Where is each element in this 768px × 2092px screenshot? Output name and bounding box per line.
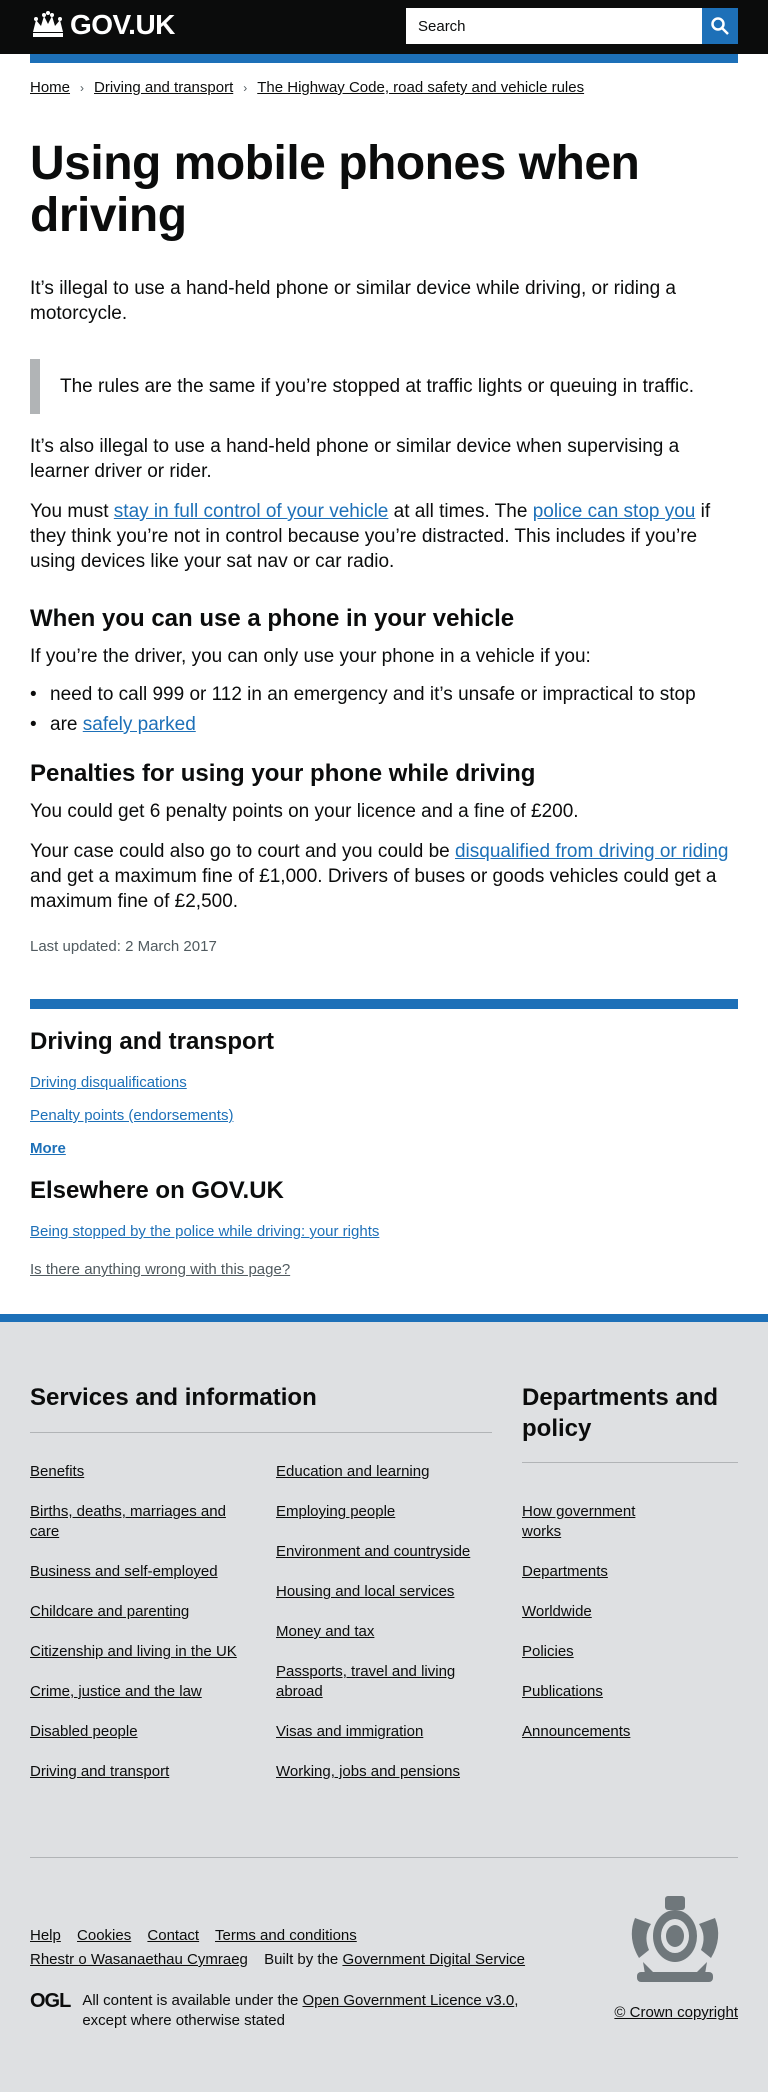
ogl-link[interactable]: Open Government Licence v3.0: [302, 1992, 515, 2009]
list-item: are safely parked: [30, 712, 738, 737]
header-blue-bar: [30, 54, 738, 63]
inset-text: The rules are the same if you’re stopped…: [30, 359, 738, 414]
licence-block: OGL All content is available under the O…: [30, 1991, 542, 2031]
footer-link-working[interactable]: Working, jobs and pensions: [276, 1763, 460, 1780]
footer-link-childcare[interactable]: Childcare and parenting: [30, 1603, 190, 1620]
related-link-penalty-points[interactable]: Penalty points (endorsements): [30, 1107, 234, 1124]
footer-link-how-government[interactable]: How government works: [522, 1503, 636, 1540]
breadcrumb-home[interactable]: Home: [30, 79, 71, 96]
feedback-link[interactable]: Is there anything wrong with this page?: [30, 1261, 291, 1278]
footer-meta-cookies[interactable]: Cookies: [77, 1927, 132, 1944]
related-blue-bar: [30, 999, 738, 1009]
footer-meta-help[interactable]: Help: [30, 1927, 61, 1944]
footer-meta-line2: Rhestr o Wasanaethau Cymraeg Built by th…: [30, 1951, 526, 1968]
main-content: Using mobile phones when driving It’s il…: [0, 138, 768, 955]
footer-link-crime[interactable]: Crime, justice and the law: [30, 1683, 202, 1700]
chevron-right-icon: ›: [243, 80, 248, 95]
footer-link-births[interactable]: Births, deaths, marriages and care: [30, 1503, 226, 1540]
breadcrumb-driving-transport[interactable]: Driving and transport: [94, 79, 234, 96]
related-link-disqualifications[interactable]: Driving disqualifications: [30, 1074, 187, 1091]
search-input[interactable]: [406, 8, 702, 44]
footer-meta-welsh[interactable]: Rhestr o Wasanaethau Cymraeg: [30, 1951, 248, 1968]
footer-link-environment[interactable]: Environment and countryside: [276, 1543, 471, 1560]
footer-link-money[interactable]: Money and tax: [276, 1623, 375, 1640]
allowed-uses-list: need to call 999 or 112 in an emergency …: [30, 682, 738, 737]
footer-link-benefits[interactable]: Benefits: [30, 1463, 85, 1480]
breadcrumb-highway-code[interactable]: The Highway Code, road safety and vehicl…: [257, 79, 585, 96]
footer-link-worldwide[interactable]: Worldwide: [522, 1603, 592, 1620]
related-more-link[interactable]: More: [30, 1140, 66, 1157]
logo-text: GOV.UK: [70, 9, 175, 40]
court-paragraph: Your case could also go to court and you…: [30, 841, 729, 912]
footer-link-employing[interactable]: Employing people: [276, 1503, 396, 1520]
royal-coat-of-arms-icon: [631, 1896, 719, 1982]
site-header: GOV.UK: [0, 0, 768, 54]
footer-link-education[interactable]: Education and learning: [276, 1463, 430, 1480]
related-heading: Driving and transport: [30, 1028, 275, 1055]
section-heading-penalties: Penalties for using your phone while dri…: [30, 760, 536, 787]
disqualified-link[interactable]: disqualified from driving or riding: [454, 841, 729, 862]
footer-divider: [522, 1462, 738, 1463]
departments-heading: Departments and policy: [522, 1384, 719, 1442]
footer-link-visas[interactable]: Visas and immigration: [276, 1723, 424, 1740]
govuk-logo-link[interactable]: GOV.UK: [30, 10, 175, 40]
footer-meta-contact[interactable]: Contact: [147, 1927, 200, 1944]
licence-text: All content is available under the Open …: [82, 1992, 519, 2029]
chevron-right-icon: ›: [80, 80, 85, 95]
police-stop-link[interactable]: police can stop you: [532, 501, 696, 522]
footer-link-announcements[interactable]: Announcements: [522, 1723, 631, 1740]
last-updated: Last updated: 2 March 2017: [30, 938, 217, 955]
search-form: [406, 8, 738, 44]
footer-link-driving[interactable]: Driving and transport: [30, 1763, 170, 1780]
footer-link-housing[interactable]: Housing and local services: [276, 1583, 455, 1600]
footer-link-passports[interactable]: Passports, travel and living abroad: [276, 1663, 456, 1700]
penalty-points-paragraph: You could get 6 penalty points on your l…: [30, 801, 579, 822]
full-control-link[interactable]: stay in full control of your vehicle: [113, 501, 389, 522]
footer-link-business[interactable]: Business and self-employed: [30, 1563, 218, 1580]
safely-parked-link[interactable]: safely parked: [82, 714, 196, 735]
breadcrumb: Home › Driving and transport › The Highw…: [30, 79, 738, 96]
site-footer: Services and information Benefits Births…: [0, 1314, 768, 2092]
elsewhere-heading: Elsewhere on GOV.UK: [30, 1177, 284, 1204]
elsewhere-link[interactable]: Being stopped by the police while drivin…: [30, 1223, 380, 1240]
page-title: Using mobile phones when driving: [30, 137, 640, 242]
footer-link-departments[interactable]: Departments: [522, 1563, 608, 1580]
footer-meta-links: Help Cookies Contact Terms and condition…: [30, 1927, 369, 1944]
footer-link-policies[interactable]: Policies: [522, 1643, 574, 1660]
gds-link[interactable]: Government Digital Service: [342, 1951, 526, 1968]
crown-copyright-link[interactable]: © Crown copyright: [614, 2004, 738, 2021]
footer-divider: [30, 1857, 738, 1858]
services-heading: Services and information: [30, 1384, 317, 1411]
footer-link-publications[interactable]: Publications: [522, 1683, 603, 1700]
search-button[interactable]: [702, 8, 738, 44]
section-heading-when-use-phone: When you can use a phone in your vehicle: [30, 605, 515, 632]
related-content: Driving and transport Driving disqualifi…: [0, 1027, 768, 1278]
supervising-paragraph: It’s also illegal to use a hand-held pho…: [30, 436, 680, 482]
crown-icon: [33, 11, 63, 37]
lead-paragraph: It’s illegal to use a hand-held phone or…: [30, 278, 676, 324]
ogl-logo: OGL: [30, 1990, 71, 2012]
search-icon: [711, 17, 729, 35]
control-paragraph: You must stay in full control of your ve…: [30, 501, 711, 572]
list-item: need to call 999 or 112 in an emergency …: [30, 682, 738, 707]
footer-link-disabled[interactable]: Disabled people: [30, 1723, 138, 1740]
section1-intro: If you’re the driver, you can only use y…: [30, 646, 591, 667]
footer-divider: [30, 1432, 492, 1433]
footer-link-citizenship[interactable]: Citizenship and living in the UK: [30, 1643, 237, 1660]
footer-meta-terms[interactable]: Terms and conditions: [215, 1927, 357, 1944]
